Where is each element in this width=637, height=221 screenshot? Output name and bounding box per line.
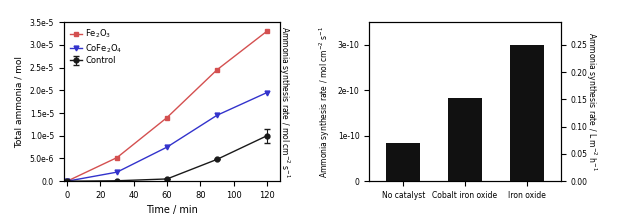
Legend: Fe$_2$O$_3$, CoFe$_2$O$_4$, Control: Fe$_2$O$_3$, CoFe$_2$O$_4$, Control [68,26,124,67]
Fe$_2$O$_3$ [63,180,71,183]
Fe$_2$O$_3$ [263,30,271,32]
Y-axis label: Ammonia synthesis rate / L m$^{-2}$ h$^{-1}$: Ammonia synthesis rate / L m$^{-2}$ h$^{… [584,32,598,171]
CoFe$_2$O$_4$ [213,114,221,117]
X-axis label: Time / min: Time / min [146,206,198,215]
Y-axis label: Ammonia synthesis rate / mol cm$^{-2}$ s$^{-1}$: Ammonia synthesis rate / mol cm$^{-2}$ s… [277,25,291,178]
Bar [448,99,482,181]
CoFe$_2$O$_4$ [263,91,271,94]
Y-axis label: Ammonia synthesis rate / mol cm$^{-2}$ s$^{-1}$: Ammonia synthesis rate / mol cm$^{-2}$ s… [318,25,333,178]
Fe$_2$O$_3$ [213,69,221,71]
CoFe$_2$O$_4$ [113,171,121,173]
Fe$_2$O$_3$ [163,116,171,119]
CoFe$_2$O$_4$ [163,146,171,149]
Bar [387,143,420,181]
Line: CoFe$_2$O$_4$: CoFe$_2$O$_4$ [64,90,269,184]
Y-axis label: Total ammonia / mol: Total ammonia / mol [15,56,24,148]
Bar [510,45,543,181]
Line: Fe$_2$O$_3$: Fe$_2$O$_3$ [64,29,269,184]
CoFe$_2$O$_4$ [63,180,71,183]
Fe$_2$O$_3$ [113,156,121,159]
